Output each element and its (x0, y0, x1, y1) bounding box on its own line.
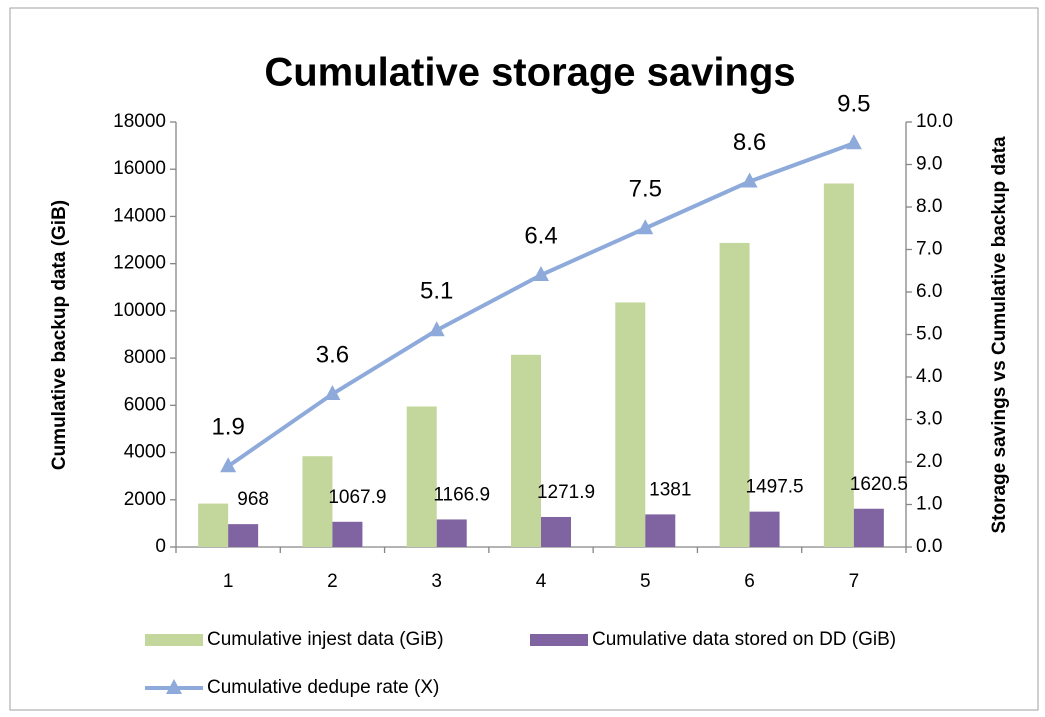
legend-swatch (530, 634, 588, 646)
x-tick-label: 4 (536, 571, 547, 592)
y2-tick-label: 4.0 (916, 366, 942, 387)
y2-tick-label: 1.0 (916, 494, 942, 515)
y2-tick-label: 0.0 (916, 536, 942, 557)
y-tick-label: 10000 (113, 300, 166, 321)
data-label: 9.5 (837, 91, 870, 118)
bar (853, 508, 884, 547)
data-label: 1497.5 (746, 477, 804, 498)
bar (332, 521, 363, 547)
y2-tick-label: 5.0 (916, 324, 942, 345)
bar (823, 183, 854, 547)
y2-tick-label: 3.0 (916, 409, 942, 430)
data-label: 6.4 (524, 222, 557, 249)
bar (511, 354, 541, 547)
line-marker (220, 457, 237, 473)
line-marker (533, 266, 549, 281)
bar (615, 302, 646, 547)
y-tick-label: 8000 (124, 347, 166, 368)
legend-marker (166, 679, 182, 694)
data-label: 5.1 (420, 278, 453, 305)
y-tick-label: 18000 (113, 111, 166, 132)
line-marker (428, 321, 445, 337)
legend-swatch (145, 634, 203, 646)
x-tick-label: 2 (327, 571, 338, 592)
x-tick-label: 7 (849, 571, 860, 592)
y-tick-label: 4000 (124, 442, 166, 463)
line-marker (637, 219, 654, 235)
data-label: 1381 (649, 479, 691, 500)
y2-tick-label: 10.0 (916, 111, 953, 132)
y2-axis-label: Storage savings vs Cumulative backup dat… (989, 136, 1010, 533)
y2-tick-label: 8.0 (916, 196, 942, 217)
line-marker (324, 385, 341, 400)
x-tick-label: 1 (223, 571, 234, 592)
chart-frame (9, 7, 1039, 711)
x-tick-label: 6 (744, 571, 755, 592)
y2-tick-label: 2.0 (916, 451, 942, 472)
data-label: 1.9 (211, 414, 244, 441)
data-label: 1166.9 (433, 484, 490, 505)
y2-tick-label: 7.0 (916, 239, 942, 260)
y-tick-label: 2000 (124, 489, 166, 510)
data-label: 3.6 (316, 341, 349, 368)
bar (541, 516, 571, 547)
line-marker (741, 172, 758, 188)
y2-tick-label: 6.0 (916, 281, 942, 302)
legend-label: Cumulative data stored on DD (GiB) (592, 629, 896, 650)
y-tick-label: 14000 (113, 205, 166, 226)
y-axis-label: Cumulative backup data (GiB) (49, 200, 70, 470)
x-tick-label: 5 (640, 571, 651, 592)
bar (302, 456, 333, 547)
legend-label: Cumulative injest data (GiB) (207, 629, 444, 650)
legend-label: Cumulative dedupe rate (X) (207, 677, 439, 698)
x-tick-label: 3 (431, 571, 442, 592)
data-label: 7.5 (629, 176, 662, 203)
data-label: 8.6 (733, 129, 766, 156)
data-label: 1271.9 (537, 482, 595, 503)
data-label: 1620.5 (850, 474, 908, 495)
y-tick-label: 16000 (113, 158, 166, 179)
y-tick-label: 6000 (124, 394, 166, 415)
y-tick-label: 0 (155, 536, 166, 557)
bar (749, 511, 780, 547)
y2-tick-label: 9.0 (916, 154, 942, 175)
line-marker (845, 134, 862, 150)
data-label: 1067.9 (328, 487, 386, 508)
chart-title: Cumulative storage savings (264, 51, 795, 95)
bar (198, 503, 229, 547)
data-label: 968 (237, 489, 269, 510)
y-tick-label: 12000 (113, 253, 166, 274)
bar (645, 514, 676, 547)
bar (719, 242, 750, 547)
bar (436, 519, 467, 547)
bar (406, 406, 437, 547)
bar (228, 524, 259, 547)
